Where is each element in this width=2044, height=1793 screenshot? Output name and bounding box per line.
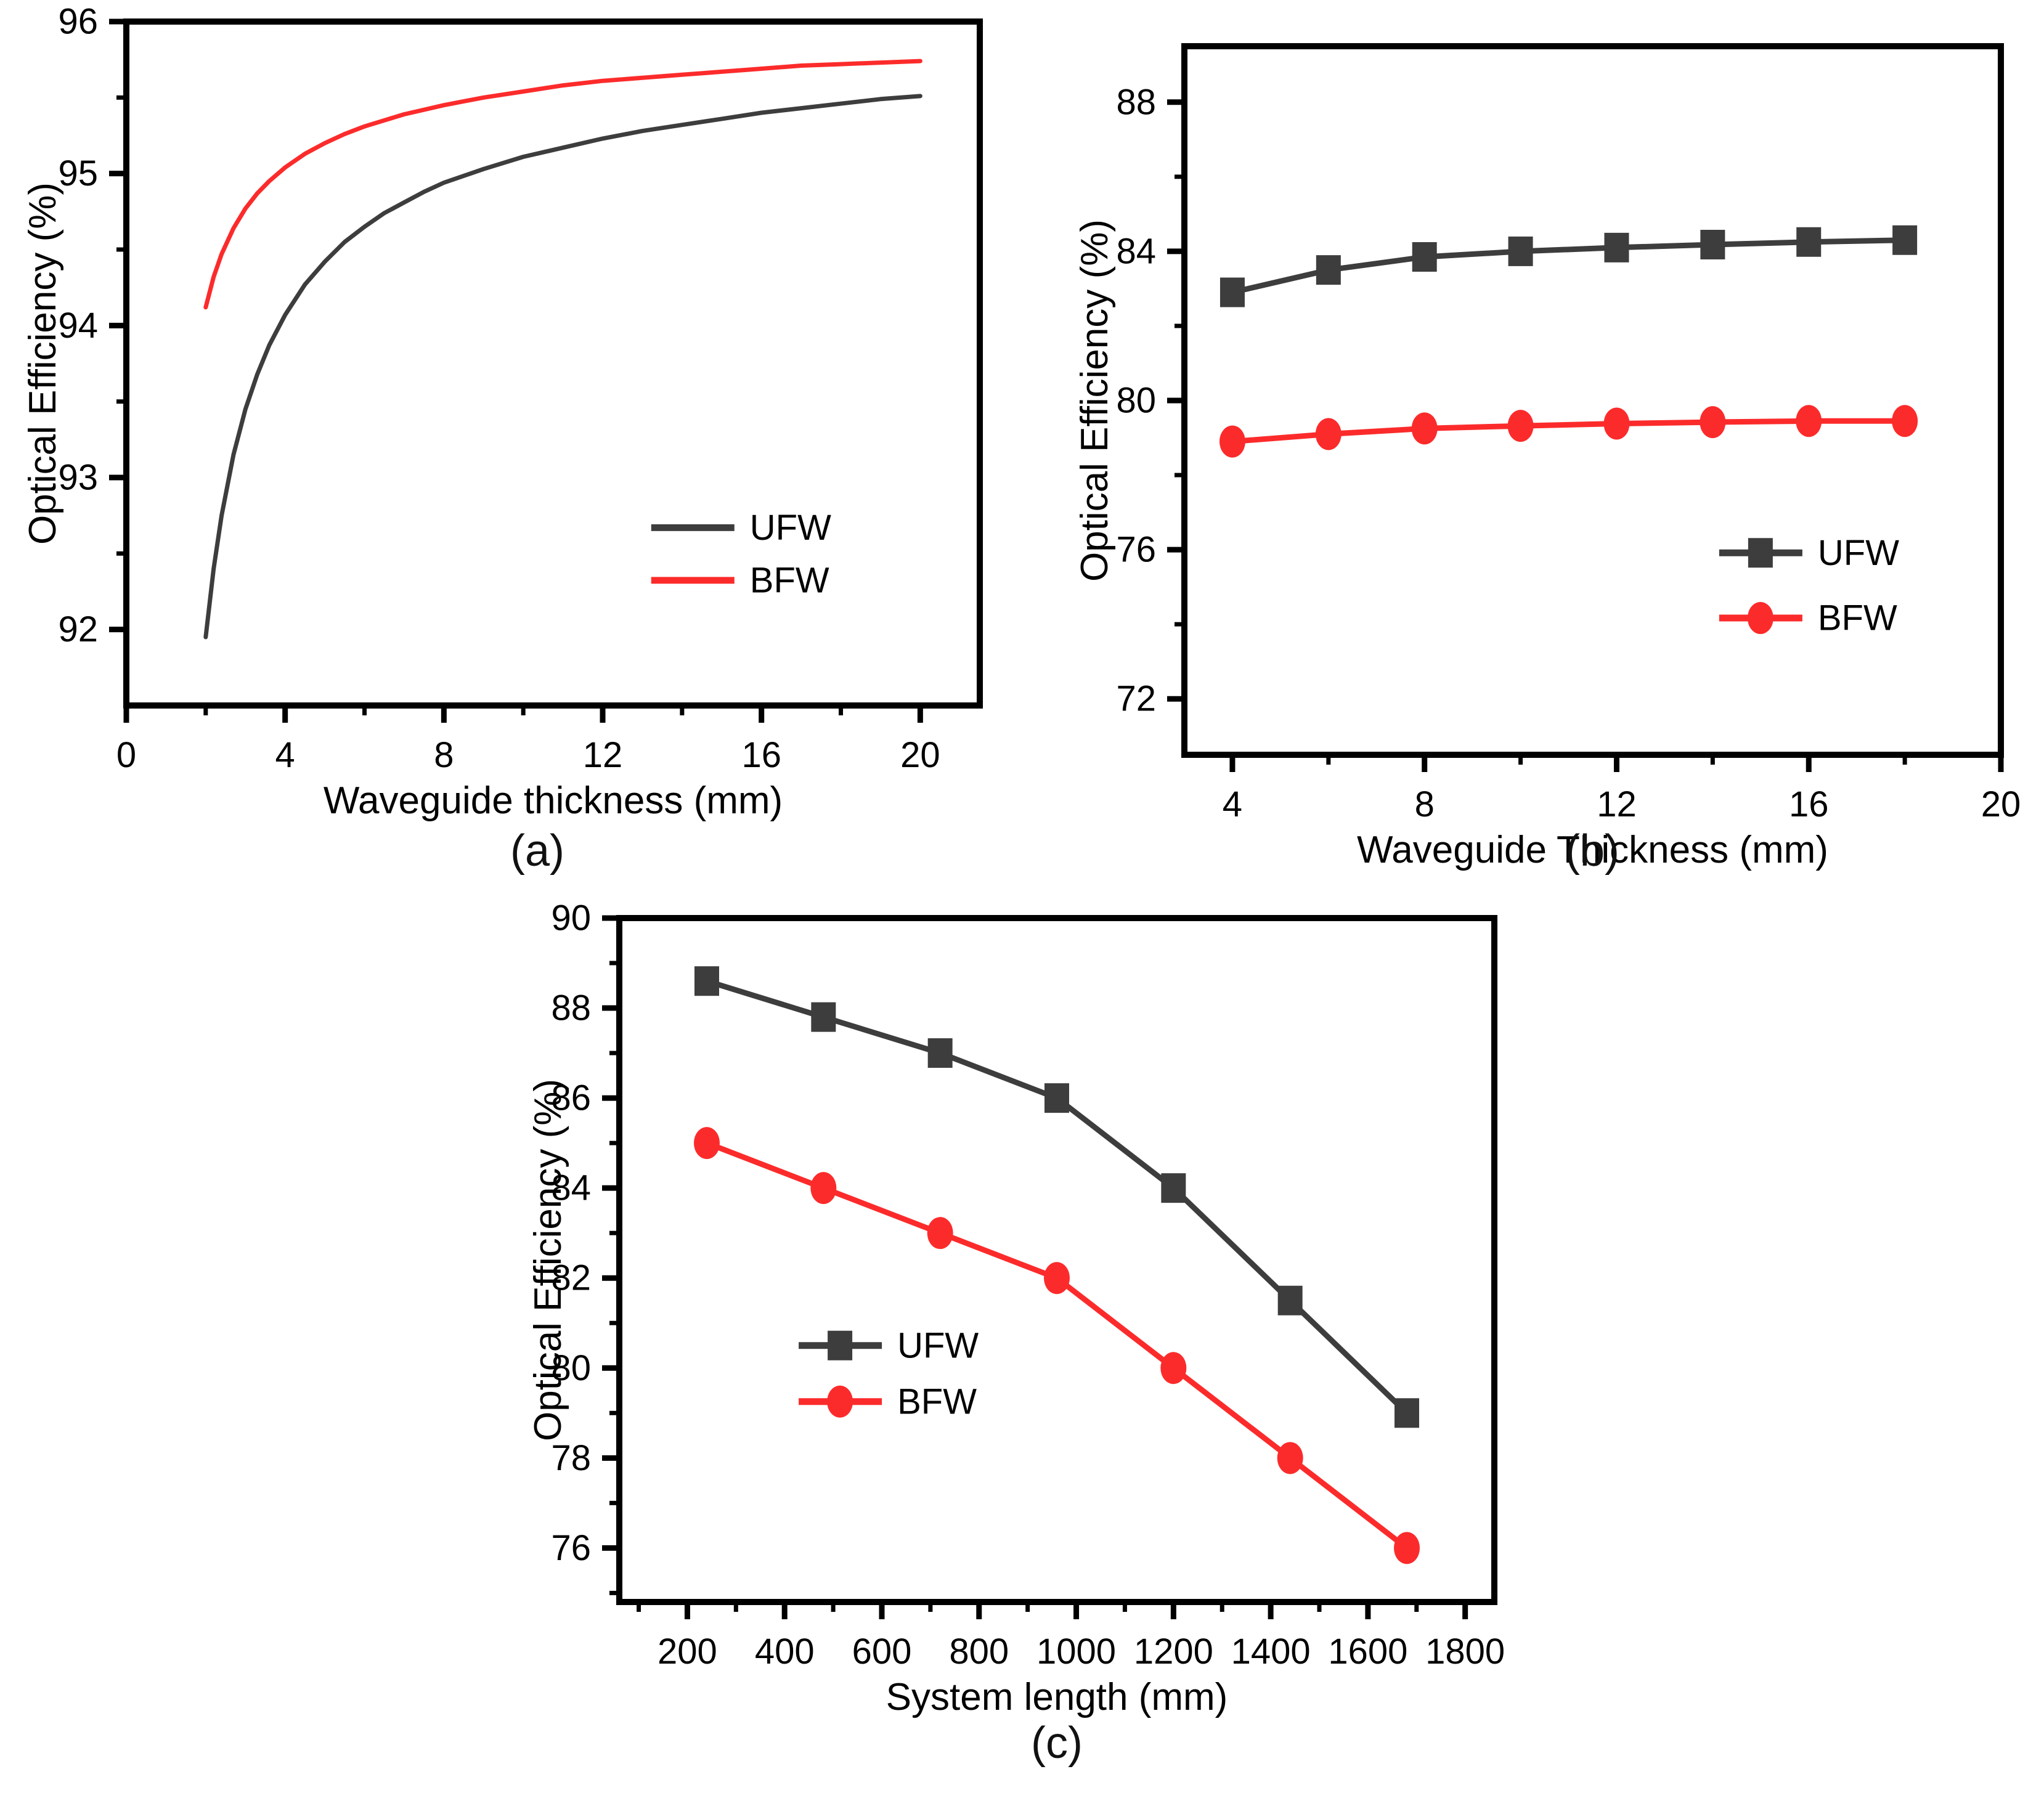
plot-frame [616, 915, 1497, 1605]
svg-text:93: 93 [58, 458, 98, 498]
svg-text:80: 80 [551, 1348, 591, 1388]
svg-text:800: 800 [949, 1632, 1009, 1672]
svg-text:12: 12 [1597, 784, 1637, 824]
svg-text:88: 88 [1116, 82, 1156, 122]
x-axis: 4 8 12 16 20 [1223, 755, 2021, 824]
svg-text:600: 600 [852, 1632, 912, 1672]
svg-text:92: 92 [58, 609, 98, 649]
caption-b: (b) [1565, 826, 1619, 876]
svg-text:UFW: UFW [897, 1325, 979, 1365]
legend-item-bfw: BFW [1719, 598, 1897, 638]
svg-text:BFW: BFW [897, 1381, 977, 1421]
y-axis-label: Optical Efficiency (%) [22, 182, 64, 545]
y-axis-label: Optical Efficiency (%) [1073, 219, 1116, 582]
plot-frame [1181, 43, 2004, 758]
svg-text:76: 76 [551, 1528, 591, 1568]
x-axis-label: System length (mm) [886, 1676, 1228, 1718]
chart-c: 200 400 600 800 1000 1200 1400 1600 1800 76 78 80 82… [527, 898, 1505, 1719]
svg-text:8: 8 [434, 735, 454, 775]
caption-c: (c) [1031, 1718, 1083, 1768]
legend-item-ufw: UFW [799, 1325, 979, 1365]
svg-text:82: 82 [551, 1258, 591, 1298]
chart-b: 4 8 12 16 20 72 76 80 84 88 Waveguide Thickness (m… [1073, 43, 2021, 871]
svg-text:96: 96 [58, 2, 98, 42]
svg-text:4: 4 [1223, 784, 1242, 824]
svg-text:Optical Efficiency (%): Optical Efficiency (%) [527, 1079, 569, 1441]
svg-text:20: 20 [1981, 784, 2021, 824]
svg-text:1600: 1600 [1328, 1632, 1407, 1672]
caption-a: (a) [510, 826, 564, 876]
legend: UFW BFW [799, 1325, 979, 1421]
legend-item-bfw: BFW [799, 1381, 977, 1421]
legend-item-bfw: BFW [651, 560, 829, 600]
y-axis: 92 93 94 95 96 [58, 2, 126, 649]
svg-text:88: 88 [551, 988, 591, 1028]
svg-text:78: 78 [551, 1438, 591, 1478]
legend-item-ufw: UFW [1719, 533, 1899, 573]
y-axis-label: Optical Efficiency (%) [527, 1079, 569, 1441]
plot-frame [123, 18, 983, 709]
svg-text:Optical Efficiency (%): Optical Efficiency (%) [1073, 219, 1116, 582]
svg-text:BFW: BFW [750, 560, 829, 600]
x-axis-label: Waveguide thickness (mm) [324, 779, 783, 822]
legend: UFW BFW [1719, 533, 1899, 638]
svg-text:16: 16 [741, 735, 781, 775]
svg-text:Waveguide Thickness (mm): Waveguide Thickness (mm) [1357, 829, 1828, 871]
svg-text:1000: 1000 [1036, 1632, 1116, 1672]
series-bfw [203, 59, 922, 310]
x-axis: 200 400 600 800 1000 1200 1400 1600 1800 [637, 1602, 1505, 1672]
svg-text:20: 20 [900, 735, 940, 775]
svg-text:80: 80 [1116, 381, 1156, 421]
series-bfw [1219, 405, 1918, 458]
svg-text:8: 8 [1415, 784, 1435, 824]
svg-text:1800: 1800 [1425, 1632, 1505, 1672]
svg-text:90: 90 [551, 898, 591, 938]
svg-text:84: 84 [1116, 231, 1156, 271]
series-ufw [203, 94, 922, 640]
svg-text:4: 4 [275, 735, 295, 775]
svg-text:1400: 1400 [1231, 1632, 1311, 1672]
svg-text:BFW: BFW [1818, 598, 1897, 638]
chart-a: 0 4 8 12 16 20 92 93 94 95 96 Waveguide thickness (… [22, 2, 983, 822]
svg-text:95: 95 [58, 153, 98, 193]
series-bfw [694, 1127, 1420, 1564]
svg-text:400: 400 [755, 1632, 815, 1672]
x-axis: 0 4 8 12 16 20 [116, 705, 940, 775]
svg-text:84: 84 [551, 1168, 591, 1208]
svg-text:Optical Efficiency (%): Optical Efficiency (%) [22, 182, 64, 545]
svg-text:System length (mm): System length (mm) [886, 1676, 1228, 1718]
legend: UFW BFW [651, 508, 831, 600]
x-axis-label: Waveguide Thickness (mm) [1357, 829, 1828, 871]
legend-item-ufw: UFW [651, 508, 831, 548]
series-ufw [1219, 225, 1918, 307]
svg-text:16: 16 [1789, 784, 1829, 824]
svg-text:76: 76 [1116, 530, 1156, 570]
svg-text:94: 94 [58, 306, 98, 346]
svg-text:UFW: UFW [1818, 533, 1899, 573]
svg-text:12: 12 [583, 735, 623, 775]
y-axis: 76 78 80 82 84 86 88 90 [551, 898, 619, 1595]
svg-text:86: 86 [551, 1078, 591, 1118]
y-axis: 72 76 80 84 88 [1116, 82, 1184, 719]
svg-text:1200: 1200 [1134, 1632, 1213, 1672]
svg-text:200: 200 [658, 1632, 717, 1672]
svg-text:Waveguide thickness (mm): Waveguide thickness (mm) [324, 779, 783, 822]
svg-text:72: 72 [1116, 679, 1156, 719]
svg-text:0: 0 [116, 735, 136, 775]
svg-text:UFW: UFW [750, 508, 831, 548]
series-ufw [694, 966, 1419, 1428]
